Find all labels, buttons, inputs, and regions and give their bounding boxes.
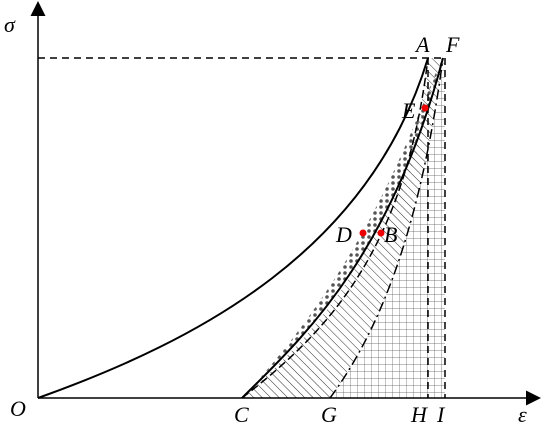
point-d [359, 229, 367, 237]
x-label: ε [518, 402, 527, 427]
label-a: A [414, 32, 430, 57]
label-h: H [410, 402, 428, 427]
label-g: G [321, 402, 337, 427]
point-b [377, 229, 385, 237]
label-e: E [401, 98, 416, 123]
curve-gf [329, 57, 444, 399]
y-label: σ [4, 12, 16, 37]
label-f: F [445, 32, 460, 57]
label-b: B [384, 222, 397, 247]
point-e [421, 104, 429, 112]
grid-region [330, 58, 445, 398]
label-i: I [436, 402, 446, 427]
label-d: D [335, 222, 352, 247]
label-c: C [234, 402, 249, 427]
curve-ca [241, 57, 429, 399]
loading-curve [37, 57, 429, 399]
origin-label: O [10, 396, 26, 421]
curve-cf [241, 57, 444, 399]
